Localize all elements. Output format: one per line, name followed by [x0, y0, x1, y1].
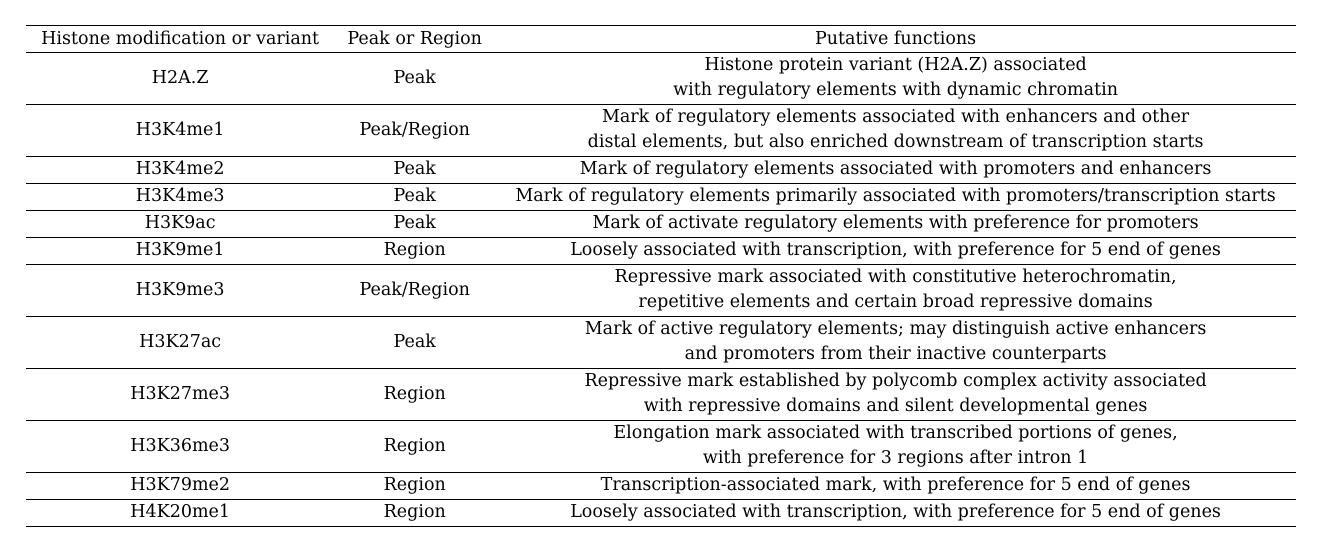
function-text-line: Elongation mark associated with transcri…	[613, 423, 1178, 443]
cell-putative-function: Elongation mark associated with transcri…	[495, 421, 1296, 473]
cell-peak-or-region: Peak	[393, 331, 436, 352]
cell-peak-or-region: Peak/Region	[359, 279, 470, 300]
cell-putative-function: Loosely associated with transcription, w…	[495, 238, 1296, 265]
cell-modification: H3K4me1	[135, 119, 225, 140]
function-text-line: Loosely associated with transcription, w…	[570, 240, 1221, 260]
table-row: H3K79me2 Region Transcription-associated m…	[26, 473, 1296, 500]
cell-putative-function: Histone protein variant (H2A.Z) associat…	[495, 53, 1296, 105]
cell-putative-function: Mark of regulatory elements associated w…	[495, 105, 1296, 157]
function-text-line: Loosely associated with transcription, w…	[570, 502, 1221, 522]
cell-putative-function: Mark of regulatory elements primarily as…	[495, 184, 1296, 211]
cell-peak-or-region: Region	[383, 502, 446, 522]
table-row: H3K4me3 Peak Mark of regulatory elements p…	[26, 184, 1296, 211]
table-header: Histone modification or variant Peak or …	[26, 25, 1296, 53]
cell-modification: H2A.Z	[151, 67, 209, 88]
cell-putative-function: Transcription-associated mark, with pref…	[495, 473, 1296, 500]
function-text-line: Histone protein variant (H2A.Z) associat…	[704, 55, 1087, 75]
cell-modification: H3K4me2	[135, 159, 225, 179]
function-text-line: Mark of regulatory elements primarily as…	[515, 186, 1276, 206]
table-row: H3K36me3 Region Elongation mark associated…	[26, 421, 1296, 473]
cell-peak-or-region: Peak	[393, 67, 436, 88]
table-row: H4K20me1 Region Loosely associated with tr…	[26, 500, 1296, 527]
function-text-line: with preference for 3 regions after intr…	[702, 448, 1089, 468]
cell-modification: H3K27me3	[130, 383, 231, 404]
header-putative-functions: Putative functions	[814, 28, 977, 49]
table-row: H3K9me1 Region Loosely associated with tra…	[26, 238, 1296, 265]
function-text-line: Mark of regulatory elements associated w…	[579, 159, 1212, 179]
cell-putative-function: Mark of regulatory elements associated w…	[495, 157, 1296, 184]
function-text-line: Repressive mark established by polycomb …	[584, 371, 1207, 391]
cell-peak-or-region: Region	[383, 383, 446, 404]
function-text-line: Repressive mark associated with constitu…	[614, 267, 1177, 287]
cell-peak-or-region: Peak	[393, 159, 436, 179]
cell-putative-function: Repressive mark associated with constitu…	[495, 265, 1296, 317]
function-text-line: distal elements, but also enriched downs…	[587, 132, 1204, 152]
table-row: H3K9ac Peak Mark of activate regulatory el…	[26, 211, 1296, 238]
header-row: Histone modification or variant Peak or …	[26, 25, 1296, 53]
cell-putative-function: Mark of active regulatory elements; may …	[495, 317, 1296, 369]
function-text-line: Transcription-associated mark, with pref…	[600, 475, 1191, 495]
cell-modification: H3K79me2	[130, 475, 231, 495]
cell-putative-function: Loosely associated with transcription, w…	[495, 500, 1296, 527]
function-text-line: Mark of activate regulatory elements wit…	[592, 213, 1199, 233]
header-peak-or-region: Peak or Region	[347, 28, 482, 49]
cell-peak-or-region: Peak	[393, 186, 436, 206]
cell-modification: H3K27ac	[139, 331, 222, 352]
cell-modification: H4K20me1	[130, 502, 231, 522]
cell-modification: H3K36me3	[130, 435, 231, 456]
table-row: H3K27me3 Region Repressive mark establishe…	[26, 369, 1296, 421]
function-text-line: with repressive domains and silent devel…	[643, 396, 1148, 416]
function-text-line: with regulatory elements with dynamic ch…	[673, 80, 1118, 100]
cell-peak-or-region: Region	[383, 475, 446, 495]
histone-table-container: Histone modification or variant Peak or …	[26, 25, 1296, 527]
table-row: H3K9me3 Peak/Region Repressive mark associ…	[26, 265, 1296, 317]
cell-modification: H3K9me3	[135, 279, 225, 300]
histone-modifications-table: Histone modification or variant Peak or …	[26, 25, 1296, 527]
table-row: H2A.Z Peak Histone protein variant (H2A.Z)…	[26, 53, 1296, 105]
table-row: H3K27ac Peak Mark of active regulatory ele…	[26, 317, 1296, 369]
function-text-line: and promoters from their inactive counte…	[684, 344, 1107, 364]
header-modification: Histone modification or variant	[41, 28, 320, 49]
cell-peak-or-region: Peak/Region	[359, 119, 470, 140]
cell-modification: H3K9ac	[144, 213, 216, 233]
cell-modification: H3K9me1	[135, 240, 225, 260]
cell-modification: H3K4me3	[135, 186, 225, 206]
function-text-line: Mark of active regulatory elements; may …	[584, 319, 1207, 339]
table-row: H3K4me2 Peak Mark of regulatory elements a…	[26, 157, 1296, 184]
cell-peak-or-region: Peak	[393, 213, 436, 233]
function-text-line: Mark of regulatory elements associated w…	[601, 107, 1190, 127]
cell-peak-or-region: Region	[383, 435, 446, 456]
cell-putative-function: Mark of activate regulatory elements wit…	[495, 211, 1296, 238]
table-row: H3K4me1 Peak/Region Mark of regulatory ele…	[26, 105, 1296, 157]
cell-peak-or-region: Region	[383, 240, 446, 260]
table-body: H2A.Z Peak Histone protein variant (H2A.Z)…	[26, 53, 1296, 527]
function-text-line: repetitive elements and certain broad re…	[638, 292, 1153, 312]
cell-putative-function: Repressive mark established by polycomb …	[495, 369, 1296, 421]
